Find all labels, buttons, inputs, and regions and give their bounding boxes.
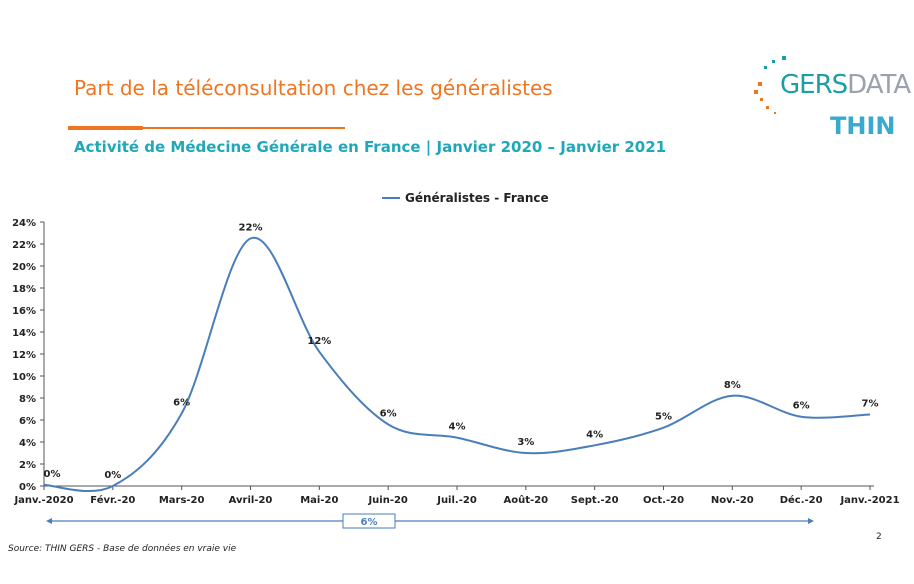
x-tick-label: Févr.-20 (90, 494, 135, 506)
x-tick-label: Juin-20 (367, 495, 407, 506)
title-underline-accent (68, 126, 143, 130)
y-tick-label: 10% (12, 372, 36, 383)
y-tick-label: 0% (19, 482, 36, 493)
y-tick-label: 14% (12, 328, 36, 339)
data-label: 7% (862, 399, 879, 410)
logo-gers: GERS (780, 70, 848, 100)
x-tick-label: Déc.-20 (780, 494, 823, 506)
data-label: 8% (724, 380, 741, 391)
y-tick-label: 22% (12, 240, 36, 251)
y-tick-label: 6% (19, 416, 36, 427)
dots-arc-icon (754, 56, 786, 114)
logo-thin: THIN (830, 112, 896, 140)
annotation-label: 6% (361, 517, 378, 528)
data-label: 5% (655, 412, 672, 423)
x-tick-label: Août-20 (504, 494, 549, 506)
y-tick-label: 2% (19, 460, 36, 471)
gersdata-thin-logo: GERSDATA THIN (750, 52, 911, 148)
y-tick-label: 20% (12, 262, 36, 273)
source-note: Source: THIN GERS - Base de données en v… (8, 544, 237, 554)
x-tick-label: Oct.-20 (643, 495, 684, 506)
x-tick-label: Sept.-20 (571, 495, 619, 506)
y-tick-label: 24% (12, 218, 36, 229)
data-label: 22% (239, 223, 263, 234)
page-number: 2 (876, 532, 882, 542)
page-title: Part de la téléconsultation chez les gén… (74, 76, 553, 100)
data-label: 0% (104, 470, 121, 481)
y-tick-label: 16% (12, 306, 36, 317)
x-tick-label: Avril-20 (229, 495, 273, 506)
legend-label: Généralistes - France (405, 191, 549, 205)
x-tick-label: Nov.-20 (711, 495, 754, 506)
data-label: 6% (793, 401, 810, 412)
data-label: 12% (307, 336, 331, 347)
y-tick-label: 4% (19, 438, 36, 449)
x-tick-label: Mars-20 (159, 495, 205, 506)
data-label: 6% (173, 397, 190, 408)
x-tick-label: Janv.-2020 (13, 495, 73, 506)
annotation-box (342, 513, 396, 529)
logo-data: DATA (847, 70, 911, 100)
x-tick-label: Mai-20 (300, 495, 338, 506)
data-label: 6% (380, 408, 397, 419)
page-subtitle: Activité de Médecine Générale en France … (74, 138, 667, 156)
x-tick-label: Juil.-20 (436, 495, 477, 506)
data-label: 4% (449, 422, 466, 433)
y-tick-label: 18% (12, 284, 36, 295)
x-tick-label: Janv.-2021 (839, 495, 899, 506)
series-line (43, 236, 871, 493)
title-underline (143, 127, 345, 129)
y-tick-label: 12% (12, 350, 36, 361)
y-tick-label: 8% (19, 394, 36, 405)
data-label: 0% (44, 469, 61, 480)
data-label: 4% (586, 429, 603, 440)
data-label: 3% (517, 437, 534, 448)
